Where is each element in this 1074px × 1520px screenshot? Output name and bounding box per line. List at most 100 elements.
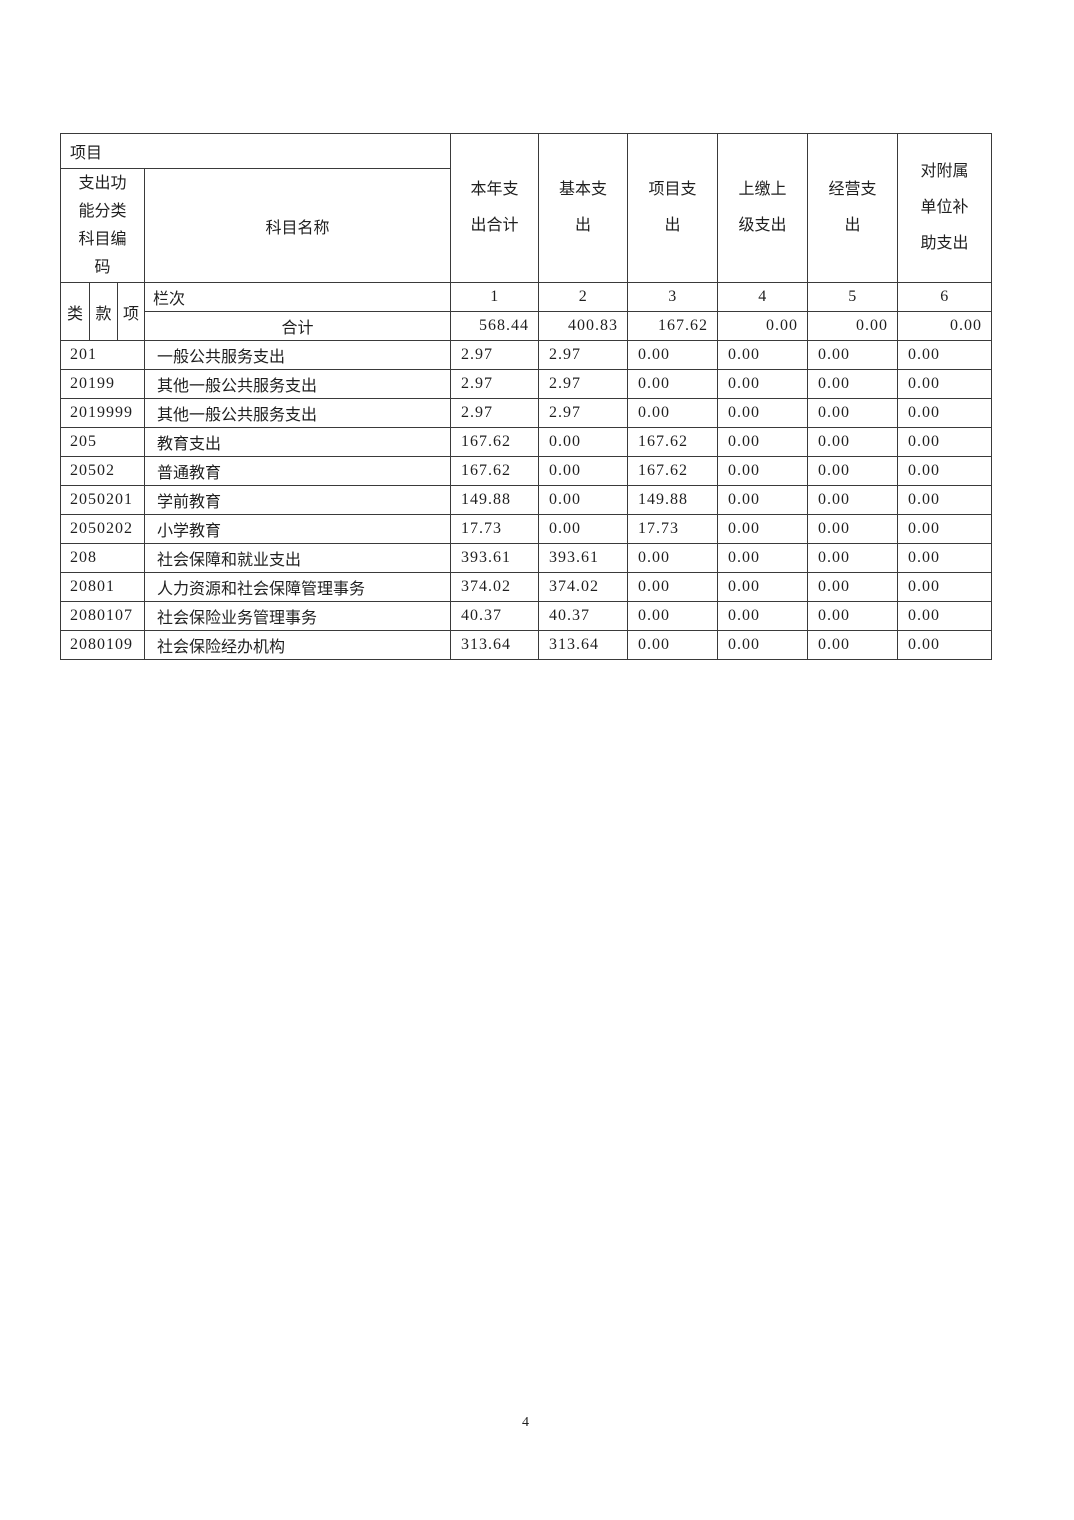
value-cell: 0.00	[807, 427, 899, 457]
subject-name-cell: 教育支出	[143, 427, 452, 457]
value-cell: 0.00	[807, 398, 899, 428]
column-number-cell: 4	[717, 282, 809, 312]
value-cell: 0.00	[897, 601, 993, 631]
value-cell: 0.00	[897, 543, 993, 573]
value-cell: 0.00	[807, 485, 899, 515]
rank-label-cell: 栏次	[143, 282, 452, 312]
value-cell: 2.97	[450, 340, 540, 370]
table-row: 2080109 社会保险经办机构 313.64 313.64 0.00 0.00…	[60, 630, 993, 660]
value-cell: 0.00	[717, 601, 809, 631]
total-value-cell: 0.00	[717, 311, 809, 341]
value-cell: 167.62	[450, 427, 540, 457]
value-cell: 0.00	[807, 543, 899, 573]
value-cell: 0.00	[717, 427, 809, 457]
value-cell: 0.00	[538, 456, 629, 486]
value-cell: 0.00	[717, 340, 809, 370]
value-cell: 0.00	[717, 485, 809, 515]
function-code-cell: 205	[60, 427, 145, 457]
value-cell: 0.00	[807, 369, 899, 399]
table-row: 2019999 其他一般公共服务支出 2.97 2.97 0.00 0.00 0…	[60, 398, 993, 428]
subject-name-header-cell: 科目名称	[143, 168, 452, 283]
column-number-cell: 3	[627, 282, 719, 312]
value-cell: 0.00	[897, 369, 993, 399]
value-cell: 0.00	[627, 601, 719, 631]
column-header-basic-expenditure: 基本支 出	[538, 133, 629, 283]
value-cell: 0.00	[807, 340, 899, 370]
value-cell: 374.02	[450, 572, 540, 602]
value-cell: 0.00	[897, 514, 993, 544]
value-cell: 2.97	[538, 398, 629, 428]
value-cell: 2.97	[450, 369, 540, 399]
value-cell: 0.00	[897, 427, 993, 457]
value-cell: 2.97	[538, 340, 629, 370]
subject-name-cell: 一般公共服务支出	[143, 340, 452, 370]
value-cell: 0.00	[897, 398, 993, 428]
column-header-current-year-total: 本年支 出合计	[450, 133, 540, 283]
function-code-cell: 20199	[60, 369, 145, 399]
value-cell: 0.00	[807, 456, 899, 486]
value-cell: 313.64	[538, 630, 629, 660]
value-cell: 0.00	[538, 514, 629, 544]
value-cell: 17.73	[450, 514, 540, 544]
value-cell: 374.02	[538, 572, 629, 602]
function-code-cell: 2080107	[60, 601, 145, 631]
header-row-labels: 支出功 能分类 科目编 码 科目名称	[60, 168, 992, 283]
subject-name-cell: 学前教育	[143, 485, 452, 515]
table-row: 20801 人力资源和社会保障管理事务 374.02 374.02 0.00 0…	[60, 572, 993, 602]
subject-name-cell: 小学教育	[143, 514, 452, 544]
function-code-cell: 2050202	[60, 514, 145, 544]
value-cell: 313.64	[450, 630, 540, 660]
value-cell: 167.62	[627, 427, 719, 457]
table-row: 20502 普通教育 167.62 0.00 167.62 0.00 0.00 …	[60, 456, 993, 486]
value-cell: 0.00	[897, 340, 993, 370]
value-cell: 0.00	[897, 456, 993, 486]
subject-name-cell: 普通教育	[143, 456, 452, 486]
value-cell: 0.00	[807, 630, 899, 660]
value-cell: 0.00	[538, 485, 629, 515]
value-cell: 393.61	[450, 543, 540, 573]
subject-name-cell: 社会保险业务管理事务	[143, 601, 452, 631]
function-code-cell: 2080109	[60, 630, 145, 660]
subject-name-cell: 其他一般公共服务支出	[143, 398, 452, 428]
subject-name-cell: 人力资源和社会保障管理事务	[143, 572, 452, 602]
total-label-cell: 合计	[143, 311, 452, 341]
total-value-cell: 568.44	[450, 311, 540, 341]
column-header-subsidy-to-affiliates: 对附属 单位补 助支出	[897, 133, 993, 283]
table-row: 208 社会保障和就业支出 393.61 393.61 0.00 0.00 0.…	[60, 543, 993, 573]
value-cell: 0.00	[897, 572, 993, 602]
value-cell: 0.00	[897, 630, 993, 660]
item-header-cell: 项	[117, 282, 145, 341]
value-cell: 0.00	[717, 398, 809, 428]
header-row-rank: 类 款 项 栏次 1 2 3 4 5 6	[60, 282, 993, 341]
function-code-cell: 2050201	[60, 485, 145, 515]
value-cell: 0.00	[717, 630, 809, 660]
value-cell: 0.00	[717, 369, 809, 399]
function-code-cell: 208	[60, 543, 145, 573]
page-number: 4	[522, 1415, 529, 1430]
section-header-cell: 款	[89, 282, 118, 341]
function-code-cell: 2019999	[60, 398, 145, 428]
value-cell: 167.62	[450, 456, 540, 486]
value-cell: 0.00	[807, 572, 899, 602]
function-code-header-cell: 支出功 能分类 科目编 码	[60, 168, 145, 283]
table-row: 201 一般公共服务支出 2.97 2.97 0.00 0.00 0.00 0.…	[60, 340, 993, 370]
table-row: 205 教育支出 167.62 0.00 167.62 0.00 0.00 0.…	[60, 427, 993, 457]
table-row: 2050201 学前教育 149.88 0.00 149.88 0.00 0.0…	[60, 485, 993, 515]
value-cell: 0.00	[538, 427, 629, 457]
column-number-cell: 1	[450, 282, 540, 312]
value-cell: 2.97	[538, 369, 629, 399]
function-code-cell: 20801	[60, 572, 145, 602]
value-cell: 17.73	[627, 514, 719, 544]
total-value-cell: 0.00	[897, 311, 993, 341]
table-row: 20199 其他一般公共服务支出 2.97 2.97 0.00 0.00 0.0…	[60, 369, 993, 399]
value-cell: 0.00	[627, 369, 719, 399]
subject-name-cell: 社会保障和就业支出	[143, 543, 452, 573]
value-cell: 149.88	[627, 485, 719, 515]
value-cell: 0.00	[627, 630, 719, 660]
total-value-cell: 400.83	[538, 311, 629, 341]
value-cell: 0.00	[627, 543, 719, 573]
value-cell: 0.00	[717, 572, 809, 602]
value-cell: 0.00	[717, 514, 809, 544]
total-value-cell: 167.62	[627, 311, 719, 341]
